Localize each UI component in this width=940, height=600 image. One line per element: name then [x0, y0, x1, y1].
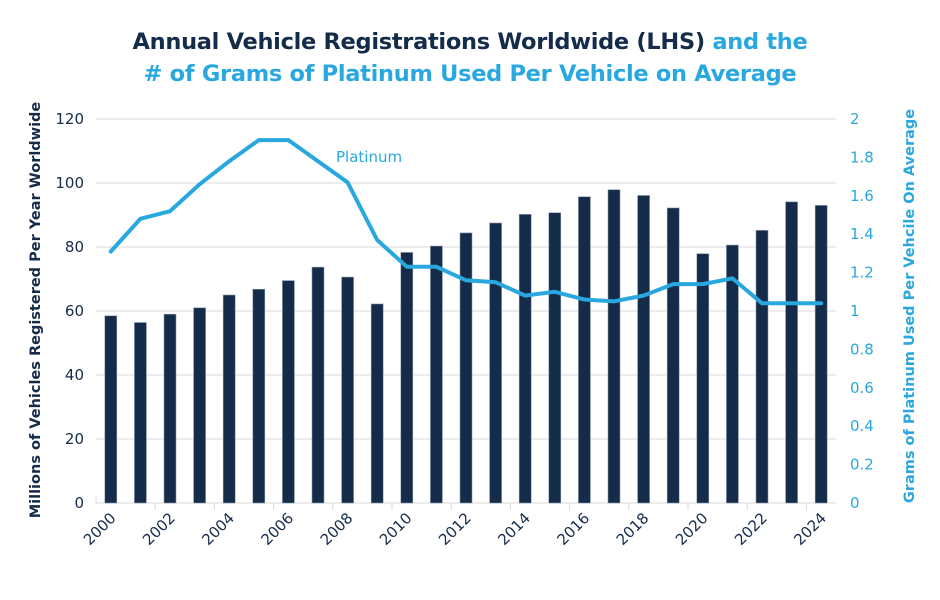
bar-2015	[548, 212, 562, 504]
left-tick-label: 40	[65, 366, 84, 384]
right-tick-label: 0.4	[850, 417, 874, 435]
bar-2021	[726, 244, 739, 504]
platinum-line	[108, 138, 824, 306]
right-tick-label: 0	[850, 494, 860, 512]
left-tick-label: 120	[55, 110, 84, 128]
left-tick-label: 0	[74, 494, 84, 512]
left-tick-label: 60	[65, 302, 84, 320]
bar-2010	[400, 252, 414, 504]
right-tick-label: 0.8	[850, 340, 874, 358]
x-tick-label: 2010	[376, 509, 416, 549]
bar-2019	[666, 207, 680, 504]
bar-2020	[696, 253, 710, 504]
left-tick-label: 100	[55, 174, 84, 192]
left-axis-ticks: 0 20 40 60 80 100 120	[55, 110, 84, 512]
x-tick-label: 2012	[435, 509, 475, 549]
right-axis-ticks: 0 0.2 0.4 0.6 0.8 1 1.2 1.4 1.6 1.8 2	[850, 110, 874, 512]
right-tick-label: 1.6	[850, 187, 874, 205]
x-tick-label: 2008	[317, 509, 357, 549]
right-tick-label: 2	[850, 110, 860, 128]
left-axis-title: Millions of Vehicles Registered Per Year…	[28, 102, 44, 519]
bar-2017	[607, 189, 621, 504]
bar-2004	[222, 294, 236, 504]
right-tick-label: 1.2	[850, 264, 874, 282]
left-tick-label: 80	[65, 238, 84, 256]
platinum-series-label: Platinum	[336, 148, 402, 166]
bar-series	[104, 189, 828, 504]
bar-2011	[430, 245, 443, 504]
title-part-light: and the	[704, 29, 808, 55]
x-tick-label: 2020	[672, 509, 712, 549]
x-tick-label: 2014	[494, 509, 534, 549]
left-tick-label: 20	[65, 430, 84, 448]
bar-2023	[785, 201, 798, 504]
x-tick-label: 2022	[731, 509, 771, 549]
right-axis-title: Grams of Platinum Used Per Vehcile On Av…	[902, 109, 918, 503]
bar-2018	[637, 195, 650, 504]
x-tick-label: 2002	[139, 509, 179, 549]
x-tick-label: 2000	[80, 509, 120, 549]
x-tick-label: 2006	[257, 509, 297, 549]
bar-2014	[518, 214, 532, 504]
bar-2013	[489, 222, 502, 504]
right-tick-label: 1.4	[850, 225, 874, 243]
x-tick-label: 2004	[198, 509, 238, 549]
right-tick-label: 0.2	[850, 456, 874, 474]
x-tick-label: 2018	[613, 509, 653, 549]
bar-2024	[814, 205, 828, 504]
x-tick-label: 2024	[790, 509, 830, 549]
bar-2022	[755, 230, 769, 504]
bar-2001	[134, 322, 147, 504]
title-part-dark: Annual Vehicle Registrations Worldwide (…	[132, 29, 706, 55]
bar-2002	[163, 313, 177, 504]
bar-2016	[578, 196, 591, 504]
bar-2012	[459, 232, 473, 504]
bar-2005	[252, 288, 266, 504]
title-line-2: # of Grams of Platinum Used Per Vehicle …	[143, 61, 797, 87]
title-line-1: Annual Vehicle Registrations Worldwide (…	[0, 26, 940, 58]
chart-title: Annual Vehicle Registrations Worldwide (…	[0, 26, 940, 90]
right-tick-label: 0.6	[850, 379, 874, 397]
right-tick-label: 1	[850, 302, 860, 320]
bar-2006	[282, 280, 295, 504]
bar-2009	[370, 303, 384, 504]
bar-2008	[341, 276, 354, 504]
line-series	[108, 138, 824, 306]
x-tick-label: 2016	[553, 509, 593, 549]
right-tick-label: 1.8	[850, 148, 874, 166]
bar-2000	[104, 315, 118, 504]
bar-2007	[311, 266, 325, 504]
bar-2003	[193, 307, 206, 504]
x-axis-ticks: 2000 2002 2004 2006 2008 2010 2012 2014 2016 2018…	[80, 509, 830, 549]
